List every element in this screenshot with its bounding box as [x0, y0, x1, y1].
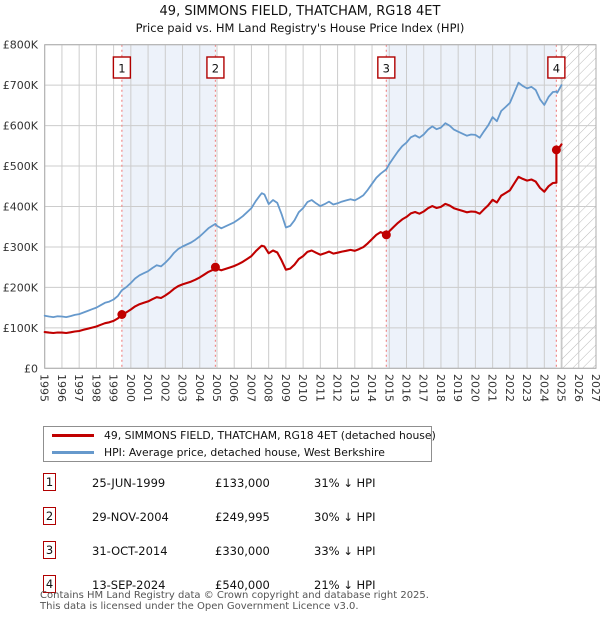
y-tick-label: £400K [3, 201, 39, 214]
sale-flag-number: 2 [212, 62, 219, 76]
sale-flag-4 [547, 56, 566, 79]
y-tick-label: £0 [24, 362, 38, 375]
y-tick-label: £100K [3, 322, 39, 335]
x-tick-label: 2021 [486, 374, 499, 402]
sale-price: £133,000 [215, 476, 270, 490]
x-tick-label: 2002 [158, 374, 171, 402]
y-tick-label: £800K [3, 39, 39, 52]
sale-flag-3 [377, 56, 396, 79]
sale-date: 31-OCT-2014 [92, 544, 168, 558]
x-tick-label: 2026 [572, 374, 585, 402]
series-lines [43, 81, 563, 335]
x-tick-label: 2024 [537, 374, 550, 402]
axis-tick-labels: £0 £100K £200K £300K £400K £500K £600K £700K £80… [3, 39, 600, 402]
sale-dashed-lines [121, 44, 557, 369]
y-tick-label: £600K [3, 120, 39, 133]
sale-date: 25-JUN-1999 [92, 476, 166, 490]
plot-frame [44, 44, 597, 369]
sale-date: 13-SEP-2024 [92, 578, 166, 592]
plot-border [44, 44, 597, 369]
sale-price: £330,000 [215, 544, 270, 558]
sale-vs-hpi: 33% ↓ HPI [314, 544, 376, 558]
hpi-line-swatch [52, 451, 94, 454]
x-tick-label: 2004 [193, 374, 206, 402]
x-tick-label: 2005 [210, 374, 223, 402]
x-tick-label: 2000 [124, 374, 137, 402]
x-tick-label: 2016 [399, 374, 412, 402]
sale-vs-hpi: 21% ↓ HPI [314, 578, 376, 592]
license-line-2: This data is licensed under the Open Gov… [40, 600, 359, 612]
x-tick-label: 2027 [589, 374, 600, 402]
y-tick-label: £300K [3, 241, 39, 254]
page-title: 49, SIMMONS FIELD, THATCHAM, RG18 4ET [159, 4, 441, 19]
x-tick-label: 1995 [38, 374, 51, 402]
sale-flag-number: 4 [553, 62, 560, 76]
sale-dot-4 [551, 145, 561, 155]
x-tick-label: 2007 [244, 374, 257, 402]
x-tick-label: 2006 [227, 374, 240, 402]
price-history-chart: 1 2 3 4 £0 £100K £200K £300K £400K £500K £600K £70… [3, 39, 600, 402]
y-tick-label: £200K [3, 281, 39, 294]
sale-price: £249,995 [215, 510, 270, 524]
x-tick-label: 2014 [365, 374, 378, 402]
hpi-series-line [43, 81, 563, 319]
sale-price: £540,000 [215, 578, 270, 592]
sale-number-badge: 4 [43, 575, 56, 593]
x-tick-label: 2009 [279, 374, 292, 402]
sale-vs-hpi: 31% ↓ HPI [314, 476, 376, 490]
sale-dot-1 [117, 310, 127, 320]
x-tick-label: 2011 [313, 374, 326, 402]
x-tick-label: 1998 [89, 374, 102, 402]
x-tick-label: 2013 [348, 374, 361, 402]
x-tick-label: 1996 [55, 374, 68, 402]
y-tick-label: £500K [3, 160, 39, 173]
x-tick-label: 2015 [382, 374, 395, 402]
legend-item-hpi: HPI: Average price, detached house, West… [44, 446, 431, 460]
x-tick-label: 1999 [107, 374, 120, 402]
sale-dot-2 [210, 262, 220, 272]
sale-dot-3 [381, 230, 391, 240]
x-tick-label: 2008 [262, 374, 275, 402]
license-note: Contains HM Land Registry data © Crown c… [40, 590, 429, 612]
x-tick-label: 2017 [417, 374, 430, 402]
legend-item-price-paid: 49, SIMMONS FIELD, THATCHAM, RG18 4ET (d… [44, 429, 436, 443]
x-tick-label: 2022 [503, 374, 516, 402]
x-tick-label: 2018 [434, 374, 447, 402]
sale-flag-2 [206, 56, 225, 79]
x-tick-label: 2023 [520, 374, 533, 402]
sale-dots [117, 145, 561, 320]
sale-number-badge: 3 [43, 541, 56, 559]
sale-flag-1 [112, 56, 132, 79]
sale-flag-number: 3 [383, 62, 390, 76]
price-paid-line-swatch [52, 434, 94, 437]
price-paid-series-line [43, 143, 563, 335]
sale-number-badge: 2 [43, 507, 56, 525]
x-tick-label: 2001 [141, 374, 154, 402]
x-tick-label: 2019 [451, 374, 464, 402]
license-line-1: Contains HM Land Registry data © Crown c… [40, 590, 429, 601]
x-tick-label: 2020 [468, 374, 481, 402]
sale-number-badge: 1 [43, 473, 56, 491]
x-tick-label: 2003 [176, 374, 189, 402]
x-tick-label: 2025 [555, 374, 568, 402]
legend-label-hpi: HPI: Average price, detached house, West… [104, 446, 385, 459]
x-tick-label: 1997 [72, 374, 85, 402]
sale-flag-number: 1 [118, 62, 125, 76]
sale-vs-hpi: 30% ↓ HPI [314, 510, 376, 524]
x-tick-label: 2010 [296, 374, 309, 402]
y-tick-label: £700K [3, 79, 39, 92]
legend-label-price-paid: 49, SIMMONS FIELD, THATCHAM, RG18 4ET (d… [104, 429, 436, 442]
x-tick-label: 2012 [331, 374, 344, 402]
page-subtitle: Price paid vs. HM Land Registry's House … [135, 21, 465, 35]
sale-date: 29-NOV-2004 [92, 510, 169, 524]
sale-number-flags: 1 2 3 4 [112, 56, 566, 79]
chart-legend: 49, SIMMONS FIELD, THATCHAM, RG18 4ET (d… [43, 426, 436, 462]
